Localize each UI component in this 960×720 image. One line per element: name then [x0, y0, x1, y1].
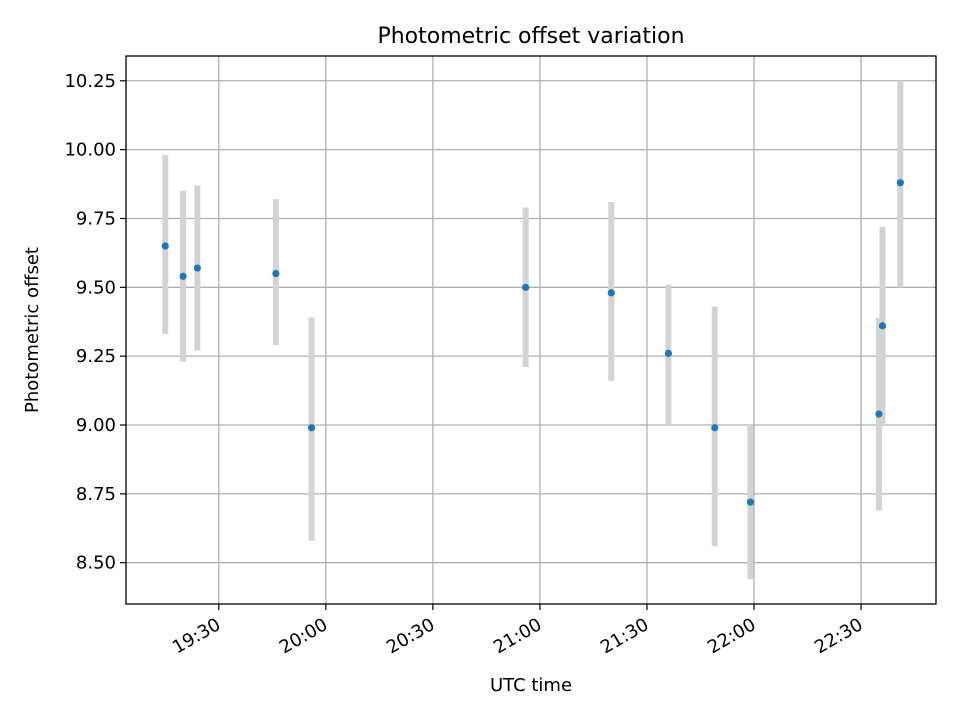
data-point [664, 349, 672, 358]
y-axis-label: Photometric offset [22, 247, 43, 413]
grid [126, 56, 936, 604]
data-point [711, 424, 719, 432]
y-tick-label: 9.50 [76, 277, 116, 298]
x-tick-label: 20:30 [383, 614, 438, 658]
data-point [307, 424, 316, 432]
data-points [161, 179, 904, 506]
data-point [272, 269, 280, 278]
y-tick-label: 8.75 [76, 484, 116, 505]
y-axis-ticks: 8.50 8.75 9.00 9.25 9.50 9.75 10.00 10.25 [64, 71, 126, 574]
y-tick-label: 10.25 [64, 71, 116, 92]
x-tick-label: 21:00 [490, 614, 545, 658]
x-axis-ticks: 19:30 20:00 20:30 21:00 21:30 22:00 22:30 [169, 604, 867, 658]
y-tick-label: 9.00 [76, 415, 116, 436]
data-point [607, 289, 615, 297]
x-tick-label: 21:30 [597, 614, 652, 658]
x-tick-label: 19:30 [169, 614, 224, 658]
data-point [896, 179, 904, 187]
x-tick-label: 22:00 [704, 614, 759, 658]
plot-frame [125, 55, 937, 605]
x-tick-label: 20:00 [276, 614, 331, 658]
data-point [878, 322, 887, 330]
y-tick-label: 9.25 [76, 346, 116, 367]
data-point [875, 410, 883, 418]
data-point [179, 272, 187, 280]
data-point [522, 283, 530, 291]
x-axis-label: UTC time [490, 675, 572, 696]
y-tick-label: 9.75 [76, 208, 116, 229]
data-point [193, 264, 201, 272]
error-bars [162, 80, 904, 580]
y-tick-label: 10.00 [64, 140, 116, 161]
data-point [161, 242, 169, 250]
x-tick-label: 22:30 [811, 614, 866, 658]
chart-title: Photometric offset variation [377, 24, 684, 49]
data-point [746, 498, 755, 506]
y-tick-label: 8.50 [76, 553, 116, 574]
